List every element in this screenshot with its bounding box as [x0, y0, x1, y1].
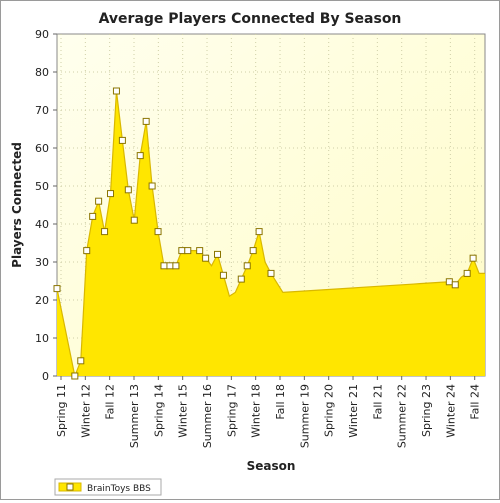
x-tick-label: Spring 14 — [152, 384, 165, 437]
data-point — [184, 247, 192, 255]
y-tick-label: 30 — [35, 256, 49, 269]
x-tick-label: Winter 18 — [250, 384, 263, 438]
data-area — [56, 90, 485, 379]
data-markers — [53, 87, 477, 380]
y-tick-label: 10 — [35, 332, 49, 345]
x-tick-label: Summer 16 — [201, 384, 214, 448]
data-point — [95, 197, 103, 205]
x-tick-label: Winter 15 — [177, 384, 190, 438]
data-point — [202, 254, 210, 262]
x-tick-label: Summer 22 — [396, 384, 409, 448]
data-point — [451, 281, 459, 289]
data-point — [112, 87, 120, 95]
data-point — [53, 285, 61, 293]
x-tick-label: Fall 21 — [371, 384, 384, 420]
data-point — [178, 247, 186, 255]
legend-label: BrainToys BBS — [87, 484, 151, 494]
y-tick-label: 0 — [42, 370, 49, 383]
data-point — [77, 357, 85, 365]
data-point — [142, 117, 150, 125]
x-tick-label: Winter 24 — [444, 384, 457, 438]
data-point — [243, 262, 251, 270]
x-tick-label: Spring 20 — [323, 384, 336, 437]
data-point — [136, 152, 144, 160]
data-point — [83, 247, 91, 255]
data-point — [107, 190, 114, 198]
x-tick-label: Winter 21 — [347, 384, 360, 438]
data-point — [160, 262, 168, 270]
x-tick-label: Fall 12 — [104, 384, 117, 420]
legend-marker — [66, 483, 74, 491]
data-point — [166, 262, 174, 270]
data-point — [255, 228, 263, 236]
data-point — [469, 254, 477, 262]
data-point — [148, 182, 156, 190]
data-point — [463, 269, 471, 277]
legend: BrainToys BBS — [54, 478, 162, 496]
series-line — [56, 90, 485, 379]
y-tick-label: 50 — [35, 180, 49, 193]
data-point — [101, 228, 109, 236]
data-point — [267, 269, 275, 277]
data-point — [196, 247, 204, 255]
x-tick-label: Summer 19 — [298, 384, 311, 448]
area-fill — [57, 91, 485, 376]
data-point — [71, 372, 79, 380]
data-point — [445, 278, 453, 286]
x-tick-label: Fall 24 — [469, 384, 482, 420]
y-tick-label: 60 — [35, 142, 49, 155]
data-point — [219, 271, 227, 279]
data-point — [237, 275, 245, 283]
y-axis-ticks: 0 10 20 30 40 50 60 70 80 90 — [35, 28, 57, 383]
data-point — [172, 262, 180, 270]
x-tick-label: Summer 13 — [128, 384, 141, 448]
y-tick-label: 90 — [35, 28, 49, 41]
data-point — [130, 216, 138, 224]
data-point — [89, 212, 97, 220]
x-tick-label: Spring 17 — [225, 384, 238, 437]
y-tick-label: 70 — [35, 104, 49, 117]
y-axis-label: Players Connected — [10, 142, 24, 268]
x-axis-ticks: Spring 11 Winter 12 Fall 12 Summer 13 Spring… — [55, 376, 482, 448]
data-point — [124, 186, 132, 194]
data-point — [214, 250, 221, 258]
x-tick-label: Spring 11 — [55, 384, 68, 437]
chart-title: Average Players Connected By Season — [99, 11, 402, 27]
x-tick-label: Winter 12 — [79, 384, 92, 438]
y-tick-label: 80 — [35, 66, 49, 79]
x-tick-label: Spring 23 — [420, 384, 433, 437]
data-point — [249, 247, 257, 255]
x-tick-label: Fall 18 — [274, 384, 287, 420]
x-axis-label: Season — [247, 459, 296, 473]
data-point — [154, 228, 162, 236]
y-tick-label: 20 — [35, 294, 49, 307]
data-point — [118, 136, 126, 144]
y-tick-label: 40 — [35, 218, 49, 231]
